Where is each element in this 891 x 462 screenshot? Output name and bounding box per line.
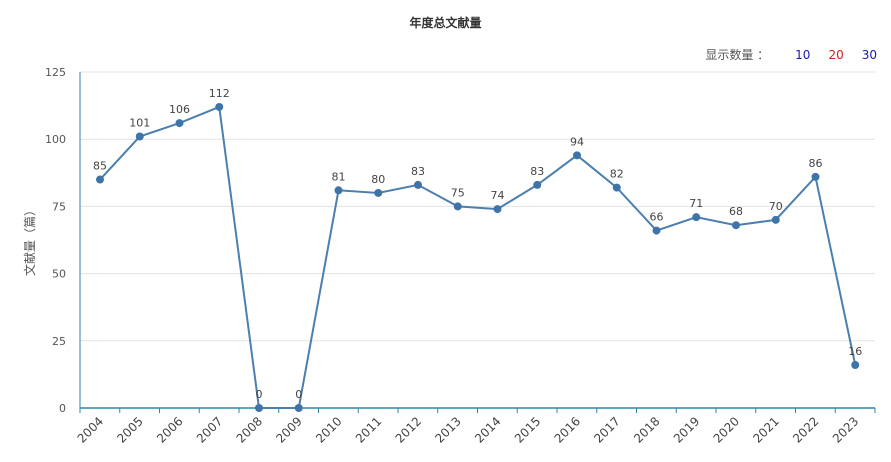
x-tick-label: 2008 xyxy=(234,414,265,445)
y-tick-label: 0 xyxy=(59,402,66,415)
data-label: 81 xyxy=(332,170,346,183)
x-tick-label: 2018 xyxy=(631,414,662,445)
data-point[interactable] xyxy=(573,151,581,160)
grid-lines xyxy=(80,71,875,342)
data-label: 68 xyxy=(729,205,743,218)
data-point[interactable] xyxy=(414,180,422,189)
x-tick-label: 2021 xyxy=(750,414,781,445)
y-tick-label: 50 xyxy=(52,268,66,281)
data-labels: 85 101 106 112 0 0 81 80 83 75 74 83 94 82 66 71 68 70 86 1… xyxy=(93,87,862,401)
x-tick-label: 2015 xyxy=(512,414,543,445)
data-point[interactable] xyxy=(811,172,820,181)
data-point[interactable] xyxy=(334,186,343,195)
data-point[interactable] xyxy=(135,132,144,141)
data-point[interactable] xyxy=(96,175,104,184)
x-tick-label: 2013 xyxy=(432,414,463,445)
data-point[interactable] xyxy=(493,205,502,214)
x-tick-label: 2009 xyxy=(273,414,304,445)
data-label: 86 xyxy=(809,157,823,170)
data-label: 71 xyxy=(689,197,703,210)
x-tick-label: 2019 xyxy=(671,414,702,445)
data-label: 83 xyxy=(530,165,544,178)
x-tick-label: 2010 xyxy=(313,414,344,445)
display-count-label: 显示数量 ： xyxy=(705,48,770,62)
x-tick-label: 2006 xyxy=(154,414,185,445)
data-point[interactable] xyxy=(294,404,303,412)
x-tick-label: 2022 xyxy=(790,414,821,445)
series-line xyxy=(99,105,857,409)
x-tick-label: 2011 xyxy=(353,414,384,445)
data-label: 82 xyxy=(610,168,624,181)
x-tick-labels: 2004 2005 2006 2007 2008 2009 2010 2011 2012 2013… xyxy=(75,414,862,445)
y-axis-label: 文献量（篇） xyxy=(22,204,37,276)
data-point[interactable] xyxy=(771,215,780,224)
data-point[interactable] xyxy=(692,213,701,222)
data-label: 80 xyxy=(371,173,385,186)
axes xyxy=(79,72,876,413)
x-tick-label: 2014 xyxy=(472,414,503,445)
data-label: 66 xyxy=(650,211,664,224)
y-tick-label: 100 xyxy=(45,133,66,146)
data-point[interactable] xyxy=(255,404,263,412)
data-point[interactable] xyxy=(215,102,224,111)
x-tick-label: 2005 xyxy=(114,414,145,445)
count-option-20[interactable]: 20 xyxy=(828,47,844,62)
display-count-selector: 显示数量 ： 10 20 30 xyxy=(705,46,877,63)
x-tick-label: 2012 xyxy=(393,414,424,445)
x-tick-label: 2016 xyxy=(552,414,583,445)
data-label: 74 xyxy=(491,189,505,202)
x-tick-label: 2023 xyxy=(830,414,861,445)
data-label: 0 xyxy=(295,388,302,401)
data-point[interactable] xyxy=(175,119,184,128)
y-tick-label: 125 xyxy=(45,66,66,79)
x-tick-label: 2007 xyxy=(194,414,225,445)
data-label: 106 xyxy=(169,103,190,116)
count-option-10[interactable]: 10 xyxy=(795,47,811,62)
data-point[interactable] xyxy=(453,202,462,211)
data-label: 16 xyxy=(848,345,862,358)
data-label: 83 xyxy=(411,165,425,178)
data-label: 70 xyxy=(769,200,783,213)
data-label: 112 xyxy=(209,87,230,100)
data-label: 75 xyxy=(451,186,465,199)
data-label: 0 xyxy=(256,388,263,401)
data-points xyxy=(96,102,860,412)
y-tick-labels: 0 25 50 75 100 125 xyxy=(45,66,66,415)
x-tick-label: 2004 xyxy=(75,414,106,445)
x-tick-label: 2017 xyxy=(591,414,622,445)
chart-title: 年度总文献量 xyxy=(409,16,482,30)
y-tick-label: 25 xyxy=(52,335,66,348)
data-label: 101 xyxy=(129,117,150,130)
data-point[interactable] xyxy=(374,188,383,197)
data-point[interactable] xyxy=(652,226,661,235)
data-label: 85 xyxy=(93,160,107,173)
data-label: 94 xyxy=(570,135,584,148)
data-point[interactable] xyxy=(612,183,621,192)
data-point[interactable] xyxy=(732,221,740,230)
data-point[interactable] xyxy=(851,360,860,369)
y-tick-label: 75 xyxy=(52,200,66,213)
data-point[interactable] xyxy=(533,180,542,189)
count-option-30[interactable]: 30 xyxy=(861,47,877,62)
x-tick-label: 2020 xyxy=(711,414,742,445)
